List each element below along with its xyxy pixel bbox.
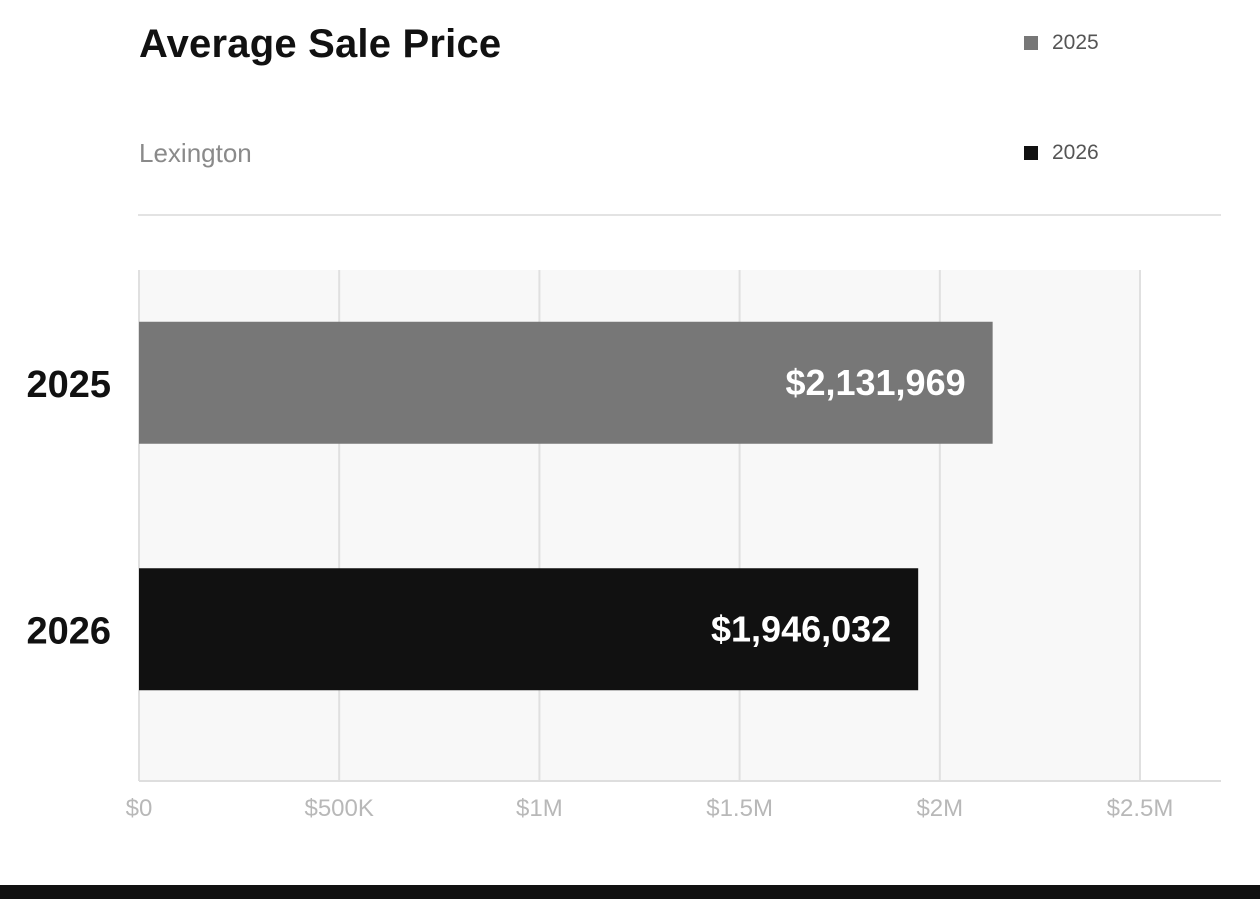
legend-item-2026: 2026 [1024,141,1099,165]
bar-2025 [139,321,993,444]
legend-swatch-2025 [1024,36,1038,50]
x-tick-label: $2.5M [1107,795,1174,822]
x-tick-label: $1M [516,795,563,822]
legend-item-2025: 2025 [1024,31,1099,55]
x-tick-label: $0 [126,795,153,822]
footer-bar [0,885,1260,899]
chart-title: Average Sale Price [139,22,502,66]
y-category-label: 2026 [26,610,111,652]
chart-subtitle: Lexington [139,138,252,168]
x-tick-label: $1.5M [706,795,773,822]
legend-label-2026: 2026 [1052,141,1099,164]
bar-2026 [139,568,919,691]
bar-chart: $0 $500K $1M $1.5M $2M $2.5M $2,131,969 2025 $1,… [26,270,1221,822]
y-category-label: 2025 [26,364,111,406]
header-divider [138,214,1221,216]
legend-label-2025: 2025 [1052,31,1099,54]
bar-value-label: $1,946,032 [711,608,891,649]
bar-value-label: $2,131,969 [785,362,965,403]
legend-swatch-2026 [1024,146,1038,160]
x-tick-label: $2M [916,795,963,822]
x-tick-label: $500K [304,795,373,822]
